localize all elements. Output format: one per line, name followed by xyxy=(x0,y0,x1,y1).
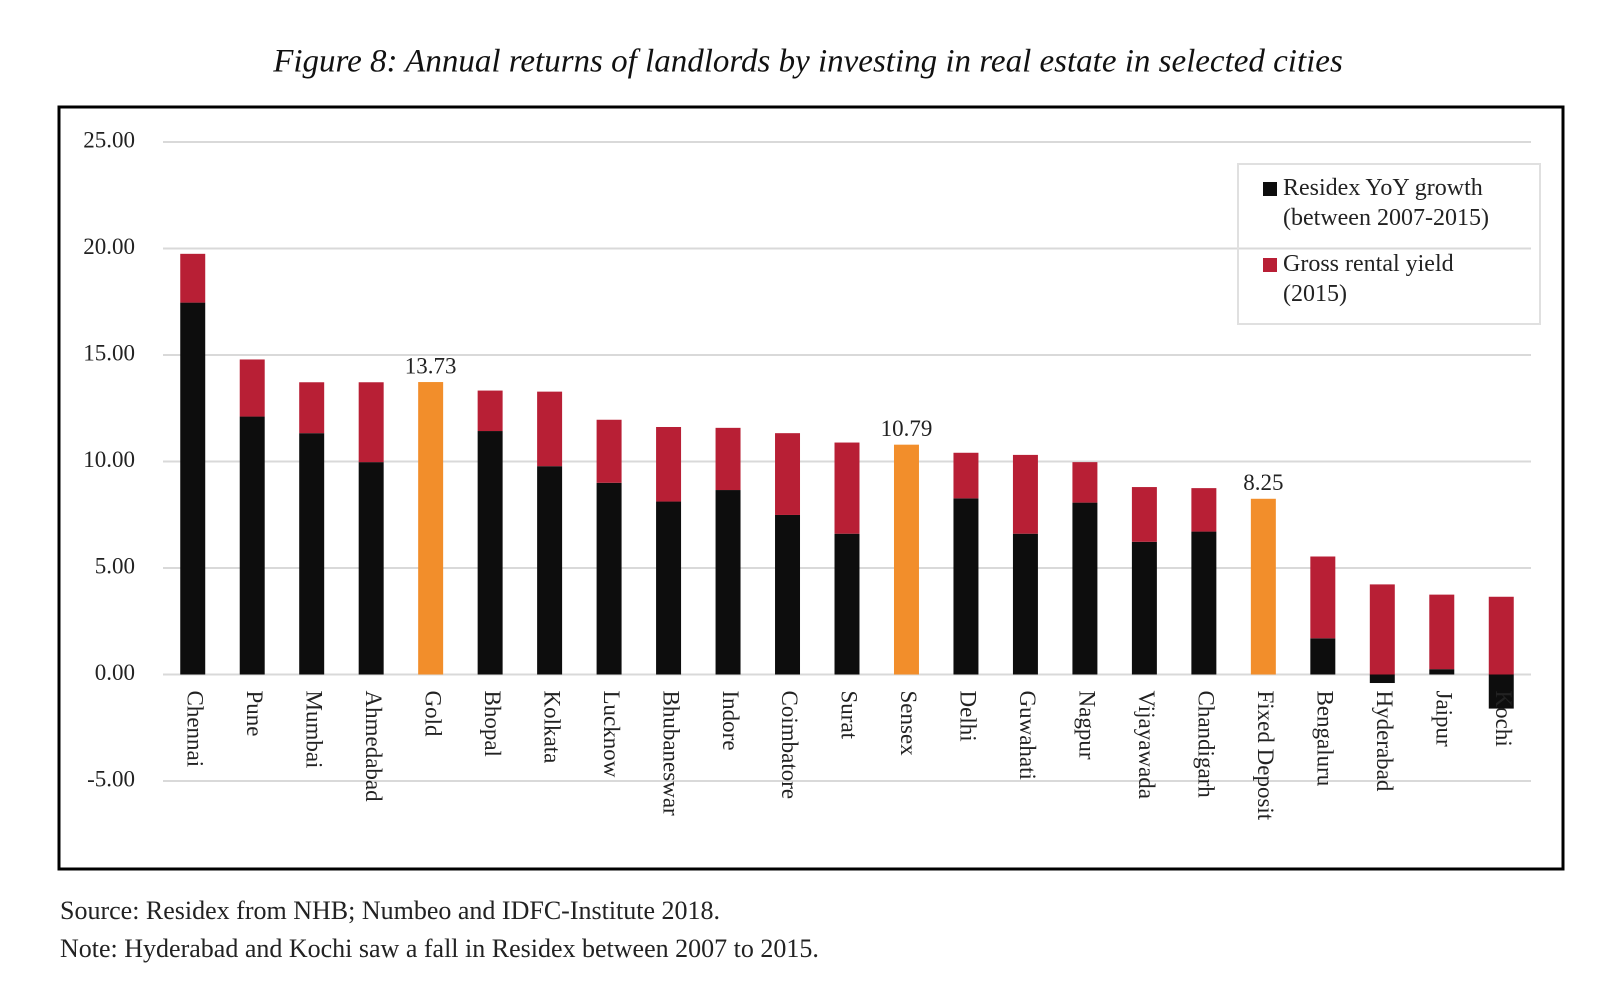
x-tick-label: Gold xyxy=(420,691,445,738)
bar xyxy=(299,382,325,434)
legend-item: Gross rental yield (2015) xyxy=(1249,249,1529,309)
y-tick-label: -5.00 xyxy=(87,766,135,791)
bar xyxy=(1250,498,1276,675)
x-tick-label: Guwahati xyxy=(1015,691,1040,780)
bar xyxy=(715,427,741,491)
bar xyxy=(358,462,384,675)
x-tick-label: Chandigarh xyxy=(1194,691,1219,799)
data-label: 13.73 xyxy=(405,353,457,378)
bar xyxy=(834,533,860,675)
bar xyxy=(418,382,444,675)
bar xyxy=(299,433,325,675)
note: Note: Hyderabad and Kochi saw a fall in … xyxy=(60,934,819,963)
x-tick-label: Pune xyxy=(242,691,267,737)
y-tick-label: 5.00 xyxy=(95,553,135,578)
bar xyxy=(775,514,801,675)
x-tick-label: Surat xyxy=(837,691,862,740)
bar xyxy=(537,466,563,675)
bar xyxy=(715,490,741,675)
bar xyxy=(1012,533,1038,675)
x-tick-label: Kochi xyxy=(1491,691,1516,747)
bar xyxy=(596,419,622,483)
y-tick-label: 0.00 xyxy=(95,660,135,685)
bar xyxy=(1429,669,1455,675)
bar xyxy=(477,390,503,432)
x-tick-label: Vijayawada xyxy=(1134,691,1159,799)
bar xyxy=(1131,541,1157,675)
x-tick-label: Ahmedabad xyxy=(361,691,386,803)
bar xyxy=(537,391,563,467)
bar xyxy=(1072,502,1098,675)
bar xyxy=(953,498,979,675)
data-label: 8.25 xyxy=(1243,470,1283,495)
bar xyxy=(239,359,265,417)
x-tick-label: Sensex xyxy=(896,691,921,757)
y-tick-label: 25.00 xyxy=(83,127,135,152)
bar xyxy=(1310,556,1336,639)
bar xyxy=(180,253,206,303)
chart-title: Figure 8: Annual returns of landlords by… xyxy=(272,44,1343,80)
legend-label: Residex YoY growth (between 2007-2015) xyxy=(1283,175,1489,231)
bar xyxy=(1191,531,1217,675)
bar xyxy=(180,302,206,675)
data-label: 10.79 xyxy=(881,416,933,441)
bar xyxy=(1310,638,1336,675)
bar xyxy=(1191,488,1217,532)
bar xyxy=(893,444,919,675)
bar xyxy=(953,452,979,499)
bar xyxy=(477,431,503,675)
bar xyxy=(656,501,682,675)
bar xyxy=(358,382,384,463)
x-tick-label: Bengaluru xyxy=(1313,691,1338,787)
legend-swatch xyxy=(1263,182,1277,196)
x-tick-label: Coimbatore xyxy=(777,691,802,800)
x-tick-label: Chennai xyxy=(182,691,207,768)
legend-swatch xyxy=(1263,258,1277,272)
x-tick-label: Delhi xyxy=(956,691,981,742)
x-tick-label: Fixed Deposit xyxy=(1253,691,1278,821)
x-tick-label: Nagpur xyxy=(1075,691,1100,760)
bar xyxy=(1369,674,1395,684)
x-tick-label: Hyderabad xyxy=(1372,691,1397,792)
bar xyxy=(1131,487,1157,542)
bar xyxy=(775,433,801,515)
bar xyxy=(1072,462,1098,503)
x-tick-label: Kolkata xyxy=(539,691,564,764)
bar xyxy=(1429,594,1455,670)
y-tick-label: 15.00 xyxy=(83,340,135,365)
bar xyxy=(596,482,622,675)
bar xyxy=(834,442,860,534)
x-tick-label: Bhopal xyxy=(480,691,505,757)
x-tick-label: Mumbai xyxy=(301,691,326,769)
bar xyxy=(1369,584,1395,675)
legend-label: Gross rental yield (2015) xyxy=(1283,251,1454,307)
x-tick-label: Indore xyxy=(718,691,743,751)
bar xyxy=(1488,596,1514,675)
source: Source: Residex from NHB; Numbeo and IDF… xyxy=(60,896,720,925)
chart-frame xyxy=(57,105,1565,871)
bar xyxy=(656,426,682,502)
y-tick-label: 20.00 xyxy=(83,234,135,259)
x-tick-label: Bhubaneswar xyxy=(658,691,683,817)
y-tick-label: 10.00 xyxy=(83,447,135,472)
bar xyxy=(1012,454,1038,534)
bar xyxy=(239,416,265,675)
legend: Residex YoY growth (between 2007-2015) Gr… xyxy=(1237,163,1541,325)
bar xyxy=(1488,674,1514,709)
legend-item: Residex YoY growth (between 2007-2015) xyxy=(1249,173,1529,233)
x-tick-label: Lucknow xyxy=(599,691,624,778)
x-tick-label: Jaipur xyxy=(1432,691,1457,748)
